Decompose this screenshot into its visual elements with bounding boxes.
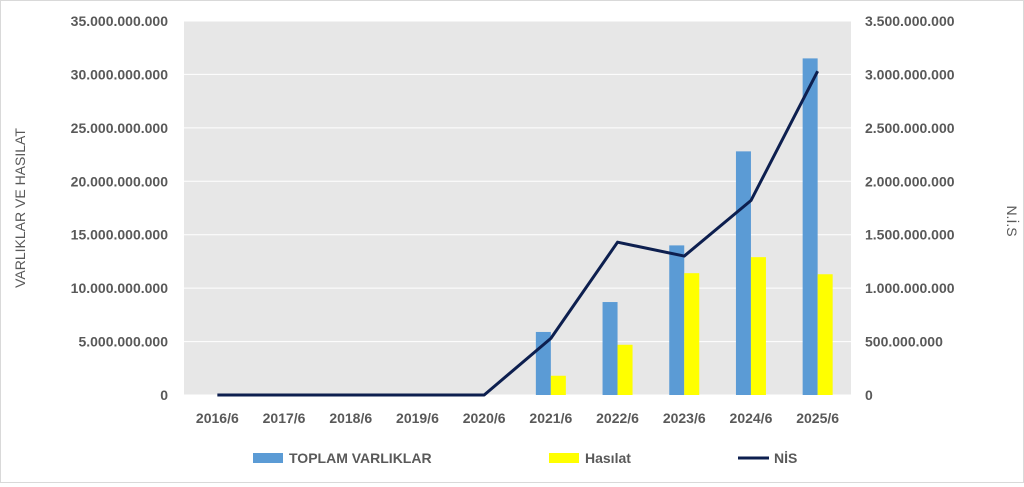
x-tick-label: 2025/6 — [796, 410, 839, 426]
x-tick-label: 2016/6 — [196, 410, 239, 426]
line-marks — [217, 70, 819, 397]
left-axis-title: VARLIKLAR VE HASILAT — [12, 128, 28, 288]
bar-marks — [535, 58, 833, 396]
x-tick-label: 2018/6 — [329, 410, 372, 426]
left-tick-label: 15.000.000.000 — [71, 227, 169, 243]
x-tick-label: 2017/6 — [263, 410, 306, 426]
left-tick-label: 10.000.000.000 — [71, 280, 169, 296]
right-tick-label: 3.500.000.000 — [865, 13, 955, 29]
left-tick-label: 35.000.000.000 — [71, 13, 169, 29]
bar-hasilat — [684, 273, 700, 395]
x-tick-label: 2021/6 — [529, 410, 572, 426]
left-tick-label: 25.000.000.000 — [71, 120, 169, 136]
legend: TOPLAM VARLIKLAR Hasılat NİS — [253, 450, 797, 466]
left-tick-label: 5.000.000.000 — [78, 334, 168, 350]
left-axis-ticks: 0 5.000.000.000 10.000.000.000 15.000.000.0… — [71, 13, 169, 403]
x-tick-label: 2024/6 — [730, 410, 773, 426]
bar-hasilat — [550, 375, 566, 395]
right-tick-label: 3.000.000.000 — [865, 66, 955, 82]
bar-toplam-varliklar — [669, 245, 685, 395]
right-tick-label: 1.500.000.000 — [865, 227, 955, 243]
bar-toplam-varliklar — [735, 151, 751, 395]
bar-hasilat — [750, 257, 766, 395]
right-tick-label: 2.000.000.000 — [865, 173, 955, 189]
bar-toplam-varliklar — [802, 58, 818, 396]
left-tick-label: 0 — [160, 387, 168, 403]
bar-hasilat — [617, 344, 633, 395]
right-axis-title: N.İ.S — [1004, 205, 1021, 236]
x-tick-label: 2019/6 — [396, 410, 439, 426]
legend-label-nis: NİS — [774, 450, 797, 466]
right-tick-label: 500.000.000 — [865, 334, 943, 350]
left-tick-label: 30.000.000.000 — [71, 66, 169, 82]
right-tick-label: 2.500.000.000 — [865, 120, 955, 136]
bar-hasilat — [817, 274, 833, 395]
legend-label-hasilat: Hasılat — [585, 450, 631, 466]
right-tick-label: 1.000.000.000 — [865, 280, 955, 296]
bar-toplam-varliklar — [602, 302, 618, 395]
left-tick-label: 20.000.000.000 — [71, 173, 169, 189]
legend-label-toplam-varliklar: TOPLAM VARLIKLAR — [289, 450, 432, 466]
right-axis-ticks: 0 500.000.000 1.000.000.000 1.500.000.000 2.… — [865, 13, 955, 403]
right-tick-label: 0 — [865, 387, 873, 403]
legend-swatch-hasilat — [549, 453, 579, 463]
x-tick-label: 2020/6 — [463, 410, 506, 426]
nis-line — [217, 70, 819, 397]
x-axis-ticks: 2016/6 2017/6 2018/6 2019/6 2020/6 2021/6 2022… — [196, 410, 839, 426]
legend-swatch-toplam-varliklar — [253, 453, 283, 463]
x-tick-label: 2023/6 — [663, 410, 706, 426]
x-tick-label: 2022/6 — [596, 410, 639, 426]
